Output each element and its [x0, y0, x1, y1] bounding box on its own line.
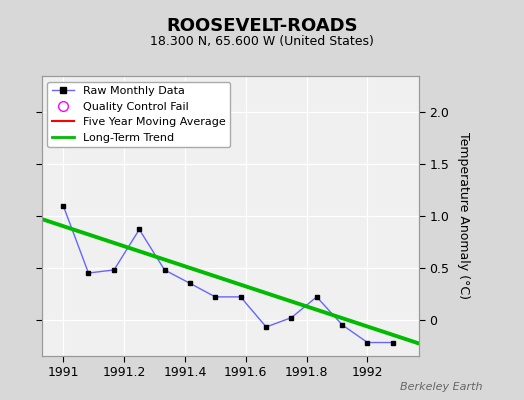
- Text: ROOSEVELT-ROADS: ROOSEVELT-ROADS: [166, 17, 358, 35]
- Y-axis label: Temperature Anomaly (°C): Temperature Anomaly (°C): [456, 132, 470, 300]
- Legend: Raw Monthly Data, Quality Control Fail, Five Year Moving Average, Long-Term Tren: Raw Monthly Data, Quality Control Fail, …: [48, 82, 230, 147]
- Text: Berkeley Earth: Berkeley Earth: [400, 382, 482, 392]
- Text: 18.300 N, 65.600 W (United States): 18.300 N, 65.600 W (United States): [150, 36, 374, 48]
